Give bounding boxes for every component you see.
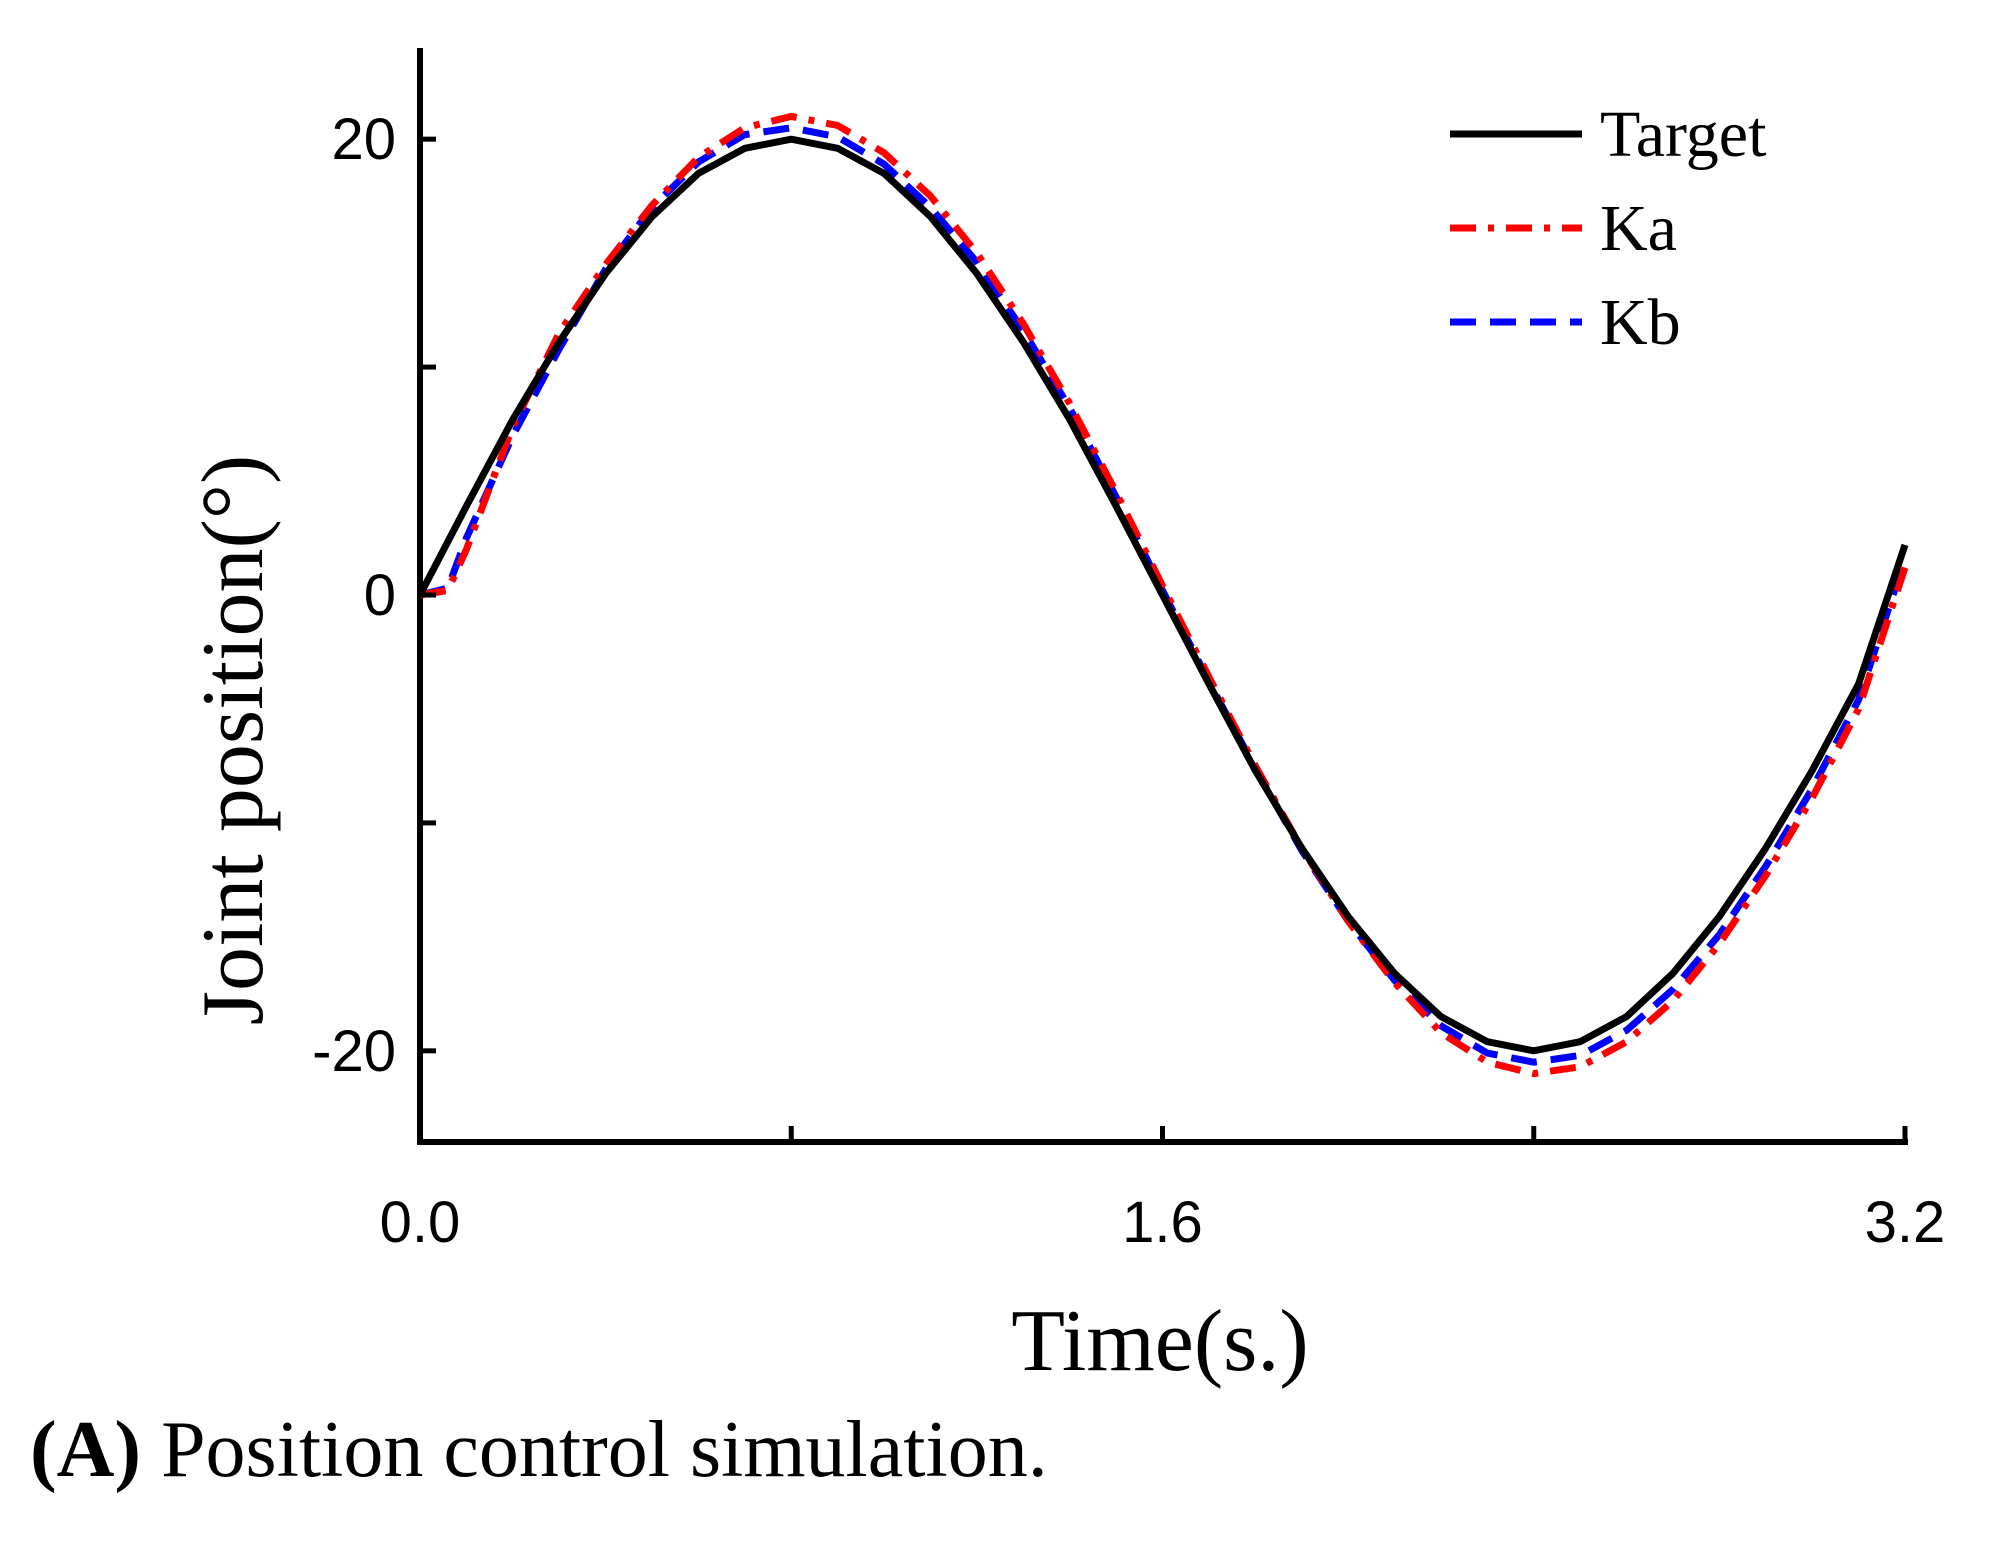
ticks-layer: 0.0 1.6 3.2 -20 0 20 — [312, 107, 1945, 1255]
series-line-kb — [419, 124, 1909, 1066]
y-tick-label: -20 — [312, 1019, 396, 1084]
x-tick-label: 3.2 — [1865, 1190, 1946, 1255]
x-tick-label: 1.6 — [1122, 1190, 1203, 1255]
caption-label: (A) — [30, 1406, 142, 1494]
legend-label-ka: Ka — [1600, 192, 1677, 265]
x-tick-label: 0.0 — [380, 1190, 461, 1255]
legend: Target Ka Kb — [1450, 98, 1766, 359]
y-axis-title: Joint position(°) — [185, 455, 282, 1026]
legend-label-kb: Kb — [1600, 286, 1681, 359]
caption-text: Position control simulation. — [141, 1406, 1048, 1494]
figure-caption: (A) Position control simulation. — [30, 1405, 1048, 1496]
series-line-target — [416, 135, 1909, 1055]
series-layer — [416, 112, 1909, 1078]
y-tick-label: 0 — [364, 563, 396, 628]
series-line-ka — [419, 112, 1909, 1078]
x-axis-title: Time(s.) — [1011, 1293, 1308, 1390]
legend-label-target: Target — [1600, 98, 1766, 171]
y-tick-label: 20 — [331, 107, 396, 172]
